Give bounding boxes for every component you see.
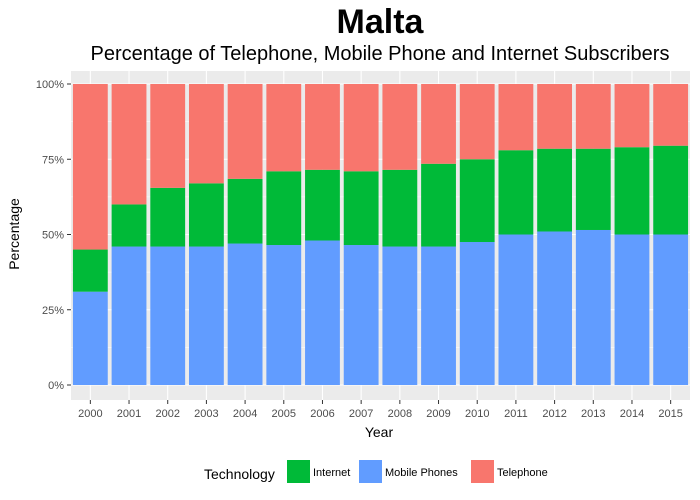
legend-title: Technology bbox=[204, 466, 275, 482]
y-tick-label: 100% bbox=[36, 79, 64, 91]
bar-internet-2001 bbox=[111, 204, 147, 247]
bar-telephone-2001 bbox=[111, 84, 147, 205]
x-tick-label: 2000 bbox=[78, 408, 102, 420]
x-tick-label: 2005 bbox=[272, 408, 296, 420]
x-tick-label: 2004 bbox=[233, 408, 257, 420]
legend-label: Telephone bbox=[497, 467, 548, 479]
bar-telephone-2015 bbox=[653, 84, 689, 146]
bar-mobile-phones-2014 bbox=[614, 234, 650, 385]
y-tick-label: 0% bbox=[48, 380, 64, 392]
x-tick-label: 2015 bbox=[658, 408, 682, 420]
bar-internet-2000 bbox=[72, 249, 108, 292]
bars bbox=[72, 84, 689, 385]
bar-mobile-phones-2006 bbox=[305, 240, 340, 385]
legend-key-mobile-phones bbox=[359, 460, 382, 483]
x-tick-label: 2003 bbox=[194, 408, 218, 420]
chart-title: Malta bbox=[337, 3, 425, 41]
x-tick-label: 2008 bbox=[388, 408, 412, 420]
bar-internet-2013 bbox=[575, 148, 611, 230]
bar-mobile-phones-2015 bbox=[653, 234, 689, 385]
bar-telephone-2003 bbox=[188, 84, 224, 184]
x-tick-label: 2001 bbox=[117, 408, 141, 420]
bar-internet-2012 bbox=[537, 148, 573, 232]
bar-mobile-phones-2010 bbox=[459, 242, 495, 385]
bar-mobile-phones-2005 bbox=[266, 245, 302, 385]
bar-mobile-phones-2001 bbox=[111, 246, 147, 385]
legend-key-telephone bbox=[471, 460, 494, 483]
bar-telephone-2007 bbox=[343, 84, 379, 172]
bar-mobile-phones-2012 bbox=[537, 231, 573, 385]
y-axis-ticks: 0% 25% 50% 75% 100% bbox=[36, 79, 71, 392]
x-tick-label: 2007 bbox=[349, 408, 373, 420]
bar-mobile-phones-2004 bbox=[227, 243, 263, 385]
x-axis-ticks: 2000 2001 2002 2003 2004 2005 2006 2007 2008 2009… bbox=[78, 400, 683, 420]
bar-internet-2003 bbox=[188, 183, 224, 247]
y-tick-label: 50% bbox=[42, 230, 64, 242]
bar-telephone-2005 bbox=[266, 84, 302, 172]
bar-internet-2009 bbox=[421, 163, 456, 247]
bar-mobile-phones-2011 bbox=[498, 234, 534, 385]
bar-mobile-phones-2008 bbox=[382, 246, 418, 385]
bar-mobile-phones-2007 bbox=[343, 245, 379, 385]
x-tick-label: 2009 bbox=[426, 408, 450, 420]
bar-mobile-phones-2009 bbox=[421, 246, 456, 385]
legend: Technology Internet Mobile Phones Telephon… bbox=[204, 460, 548, 483]
x-tick-label: 2010 bbox=[465, 408, 489, 420]
x-tick-label: 2002 bbox=[155, 408, 179, 420]
bar-mobile-phones-2000 bbox=[72, 291, 108, 385]
legend-label: Internet bbox=[313, 467, 350, 479]
bar-mobile-phones-2002 bbox=[150, 246, 186, 385]
bar-internet-2005 bbox=[266, 171, 302, 246]
bar-mobile-phones-2003 bbox=[188, 246, 224, 385]
x-tick-label: 2012 bbox=[542, 408, 566, 420]
bar-telephone-2009 bbox=[421, 84, 456, 164]
bar-telephone-2010 bbox=[459, 84, 495, 160]
legend-key-internet bbox=[287, 460, 310, 483]
bar-internet-2011 bbox=[498, 150, 534, 235]
x-tick-label: 2013 bbox=[581, 408, 605, 420]
bar-telephone-2004 bbox=[227, 84, 263, 179]
bar-telephone-2000 bbox=[72, 84, 108, 250]
chart-subtitle: Percentage of Telephone, Mobile Phone an… bbox=[91, 43, 670, 65]
bar-internet-2015 bbox=[653, 145, 689, 235]
y-tick-label: 75% bbox=[42, 154, 64, 166]
x-tick-label: 2014 bbox=[620, 408, 644, 420]
y-tick-label: 25% bbox=[42, 305, 64, 317]
bar-internet-2006 bbox=[305, 169, 340, 241]
bar-telephone-2014 bbox=[614, 84, 650, 148]
bar-telephone-2011 bbox=[498, 84, 534, 151]
bar-telephone-2002 bbox=[150, 84, 186, 188]
bar-mobile-phones-2013 bbox=[575, 229, 611, 385]
legend-label: Mobile Phones bbox=[385, 467, 458, 479]
bar-telephone-2008 bbox=[382, 84, 418, 170]
bar-telephone-2006 bbox=[305, 84, 340, 170]
bar-telephone-2012 bbox=[537, 84, 573, 149]
bar-internet-2014 bbox=[614, 147, 650, 235]
bar-internet-2002 bbox=[150, 187, 186, 247]
bar-internet-2010 bbox=[459, 159, 495, 243]
bar-telephone-2013 bbox=[575, 84, 611, 149]
y-axis-label: Percentage bbox=[6, 198, 22, 270]
x-axis-label: Year bbox=[365, 424, 394, 440]
x-tick-label: 2006 bbox=[310, 408, 334, 420]
bar-internet-2004 bbox=[227, 178, 263, 244]
bar-internet-2007 bbox=[343, 171, 379, 246]
x-tick-label: 2011 bbox=[504, 408, 528, 420]
bar-internet-2008 bbox=[382, 169, 418, 247]
